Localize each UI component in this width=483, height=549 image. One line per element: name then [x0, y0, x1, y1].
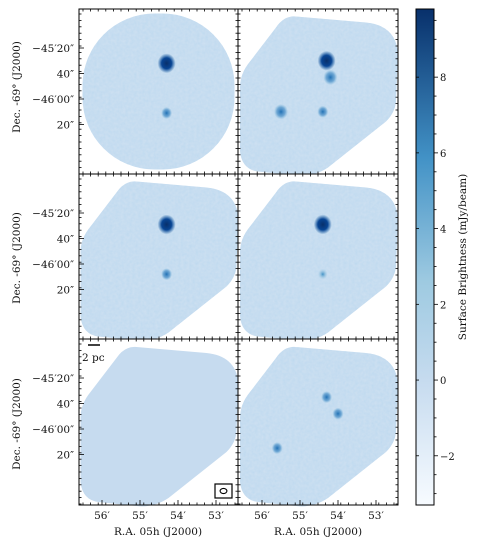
- panel-r3c1: [78, 338, 239, 507]
- panel-r2c1: [78, 173, 239, 341]
- colorbar-tick-label: 6: [440, 149, 446, 160]
- colorbar-tick-label: 0: [440, 376, 446, 387]
- y-tick-label: −45′20″: [32, 43, 74, 55]
- x-axis-label: R.A. 05h (J2000): [274, 526, 362, 538]
- x-tick-label: 55′: [132, 510, 148, 522]
- scalebar-label: 2 pc: [82, 352, 105, 364]
- beam-box: [214, 483, 233, 499]
- panel-r2c2: [237, 173, 399, 341]
- source-blob: [332, 407, 344, 420]
- source-blob: [317, 105, 329, 118]
- map-footprint: [240, 181, 398, 341]
- colorbar-tick-label: 4: [440, 225, 446, 236]
- map-footprint: [240, 346, 398, 507]
- colorbar: −2 0 2 4 6 8: [415, 8, 455, 506]
- source-blob: [161, 106, 173, 120]
- colorbar-tick-label: 8: [440, 73, 446, 84]
- y-tick-label: 40″: [57, 399, 74, 411]
- panel-ticks: [79, 339, 238, 505]
- source-blob: [317, 50, 336, 71]
- y-axis-label-row2: Dec. -69° (J2000): [11, 212, 23, 304]
- map-footprint: [80, 181, 239, 341]
- panel-ticks: [79, 174, 238, 340]
- axes: −45′20″ 40″ −46′00″ 20″ −45′20″ 40″ −46′00″ 20″…: [32, 43, 384, 522]
- y-tick-label: 20″: [57, 285, 74, 297]
- scalebar: 2 pc: [82, 344, 105, 364]
- source-blob: [274, 104, 288, 120]
- x-axis-label: R.A. 05h (J2000): [114, 526, 202, 538]
- x-tick-label: 56′: [254, 510, 270, 522]
- map-footprint: [240, 16, 398, 176]
- x-tick-label: 54′: [330, 510, 346, 522]
- source-blob: [323, 69, 338, 86]
- colorbar-tick-label: 2: [440, 300, 446, 311]
- y-tick-label: 20″: [57, 450, 74, 462]
- x-tick-label: 56′: [94, 510, 110, 522]
- y-tick-label: 20″: [57, 120, 74, 132]
- colorbar-gradient: [415, 8, 435, 506]
- y-tick-label: 40″: [57, 234, 74, 246]
- source-blob: [313, 214, 332, 235]
- x-tick-label: 53′: [368, 510, 384, 522]
- map-footprint: [80, 346, 239, 507]
- y-axis-label: Dec. -69° (J2000): [11, 378, 23, 470]
- panel-ticks: [238, 339, 398, 505]
- panel-r1c1: [78, 8, 239, 175]
- y-axis-label: Dec. -69° (J2000): [11, 41, 23, 133]
- panel-grid: [78, 8, 399, 507]
- y-tick-label: −45′20″: [32, 208, 74, 220]
- y-tick-label: −46′00″: [32, 259, 74, 271]
- panel-r3c2: [237, 338, 399, 507]
- y-axis-label-row1: Dec. -69° (J2000): [11, 41, 23, 133]
- x-tick-label: 53′: [208, 510, 224, 522]
- source-blob: [321, 391, 333, 404]
- panel-r1c2: [237, 8, 399, 176]
- source-blob: [157, 53, 176, 74]
- source-blob: [271, 442, 283, 455]
- colorbar-tick-label: −2: [440, 452, 455, 463]
- source-blob: [161, 268, 173, 281]
- colorbar-label: Surface Brightness (mJy/beam): [457, 174, 469, 340]
- source-blob: [317, 268, 328, 280]
- y-tick-label: 40″: [57, 69, 74, 81]
- source-blob: [157, 214, 176, 235]
- y-axis-label-row3: Dec. -69° (J2000): [11, 378, 23, 470]
- x-tick-label: 54′: [170, 510, 186, 522]
- x-tick-label: 55′: [292, 510, 308, 522]
- y-axis-label: Dec. -69° (J2000): [11, 212, 23, 304]
- y-tick-label: −45′20″: [32, 373, 74, 385]
- y-tick-label: −46′00″: [32, 94, 74, 106]
- y-tick-label: −46′00″: [32, 424, 74, 436]
- map-footprint: [82, 13, 235, 170]
- colorbar-label-group: Surface Brightness (mJy/beam): [457, 174, 469, 340]
